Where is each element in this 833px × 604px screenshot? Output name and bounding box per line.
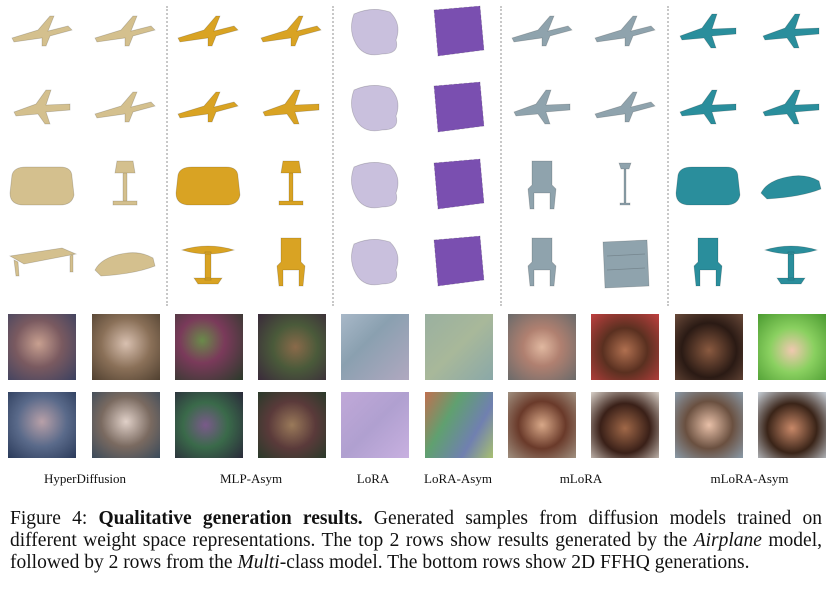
generated-face-thumbnail [425,392,493,458]
shape-grid [8,5,822,289]
generated-shape-thumbnail [9,166,75,206]
caption-title: Qualitative generation results. [98,508,363,529]
figure-4: HyperDiffusion MLP-Asym LoRA LoRA-Asym m… [8,5,826,486]
caption-text: model, followed by 2 rows from the [10,530,823,573]
generated-shape-thumbnail [177,91,239,123]
generated-shape-thumbnail [693,237,723,287]
generated-shape-thumbnail [262,89,320,125]
generated-shape-thumbnail [94,15,156,47]
generated-face-thumbnail [508,314,576,380]
generated-shape-thumbnail [679,89,737,125]
generated-face-thumbnail [508,392,576,458]
generated-shape-thumbnail [175,166,241,206]
generated-shape-thumbnail [433,158,485,210]
caption-italic-multi: Multi [237,552,280,573]
column-label-mlp-asym: MLP-Asym [219,471,283,486]
generated-face-thumbnail [258,314,326,380]
figure-caption: Figure 4: Qualitative generation results… [10,508,822,574]
generated-face-thumbnail [591,392,659,458]
generated-face-thumbnail [675,314,743,380]
generated-shape-thumbnail [13,89,71,125]
generated-shape-thumbnail [180,245,236,285]
generated-shape-thumbnail [8,247,78,277]
generated-face-thumbnail [258,392,326,458]
generated-shape-thumbnail [527,160,557,210]
generated-face-thumbnail [425,314,493,380]
generated-shape-thumbnail [11,15,73,47]
generated-shape-thumbnail [351,239,399,286]
column-label-mlora: mLoRA [559,471,603,486]
generated-shape-thumbnail [511,15,573,47]
column-divider [500,6,502,306]
caption-text: -class model. The bottom rows show 2D FF… [279,552,750,573]
generated-shape-thumbnail [433,81,485,133]
generated-face-thumbnail [758,392,826,458]
generated-shape-thumbnail [94,91,156,123]
generated-shape-thumbnail [433,5,485,57]
generated-shape-thumbnail [513,89,571,125]
generated-shape-thumbnail [260,15,322,47]
generated-shape-thumbnail [433,235,485,287]
generated-face-thumbnail [92,314,160,380]
generated-shape-thumbnail [594,91,656,123]
column-label-lora: LoRA [356,471,390,486]
caption-italic-airplane: Airplane [693,530,762,551]
generated-shape-thumbnail [762,89,820,125]
generated-shape-thumbnail [351,85,399,132]
generated-shape-thumbnail [527,237,557,287]
column-label-lora-asym: LoRA-Asym [424,471,492,486]
column-label-mlora-asym: mLoRA-Asym [710,471,789,486]
column-divider [667,6,669,306]
generated-face-thumbnail [8,392,76,458]
generated-shape-thumbnail [760,175,822,200]
figure-label: Figure 4: [10,508,88,529]
generated-shape-thumbnail [177,15,239,47]
generated-shape-thumbnail [602,239,650,289]
column-label-hyperdiffusion: HyperDiffusion [43,471,127,486]
generated-shape-thumbnail [278,160,304,206]
generated-shape-thumbnail [112,160,138,206]
generated-shape-thumbnail [763,245,819,285]
generated-shape-thumbnail [679,13,737,49]
generated-face-thumbnail [758,314,826,380]
generated-shape-thumbnail [594,15,656,47]
generated-shape-thumbnail [762,13,820,49]
generated-face-thumbnail [175,314,243,380]
generated-face-thumbnail [8,314,76,380]
column-divider [332,6,334,306]
generated-face-thumbnail [341,314,409,380]
generated-face-thumbnail [175,392,243,458]
generated-shape-thumbnail [94,252,156,277]
generated-shape-thumbnail [675,166,741,206]
generated-shape-thumbnail [351,162,399,209]
generated-face-thumbnail [341,392,409,458]
generated-shape-thumbnail [351,9,399,56]
column-divider [166,6,168,306]
generated-face-thumbnail [92,392,160,458]
generated-face-thumbnail [675,392,743,458]
generated-shape-thumbnail [276,237,306,287]
generated-face-thumbnail [591,314,659,380]
caption-text: Generated samples from diffusion models … [10,508,822,551]
generated-shape-thumbnail [618,162,632,206]
